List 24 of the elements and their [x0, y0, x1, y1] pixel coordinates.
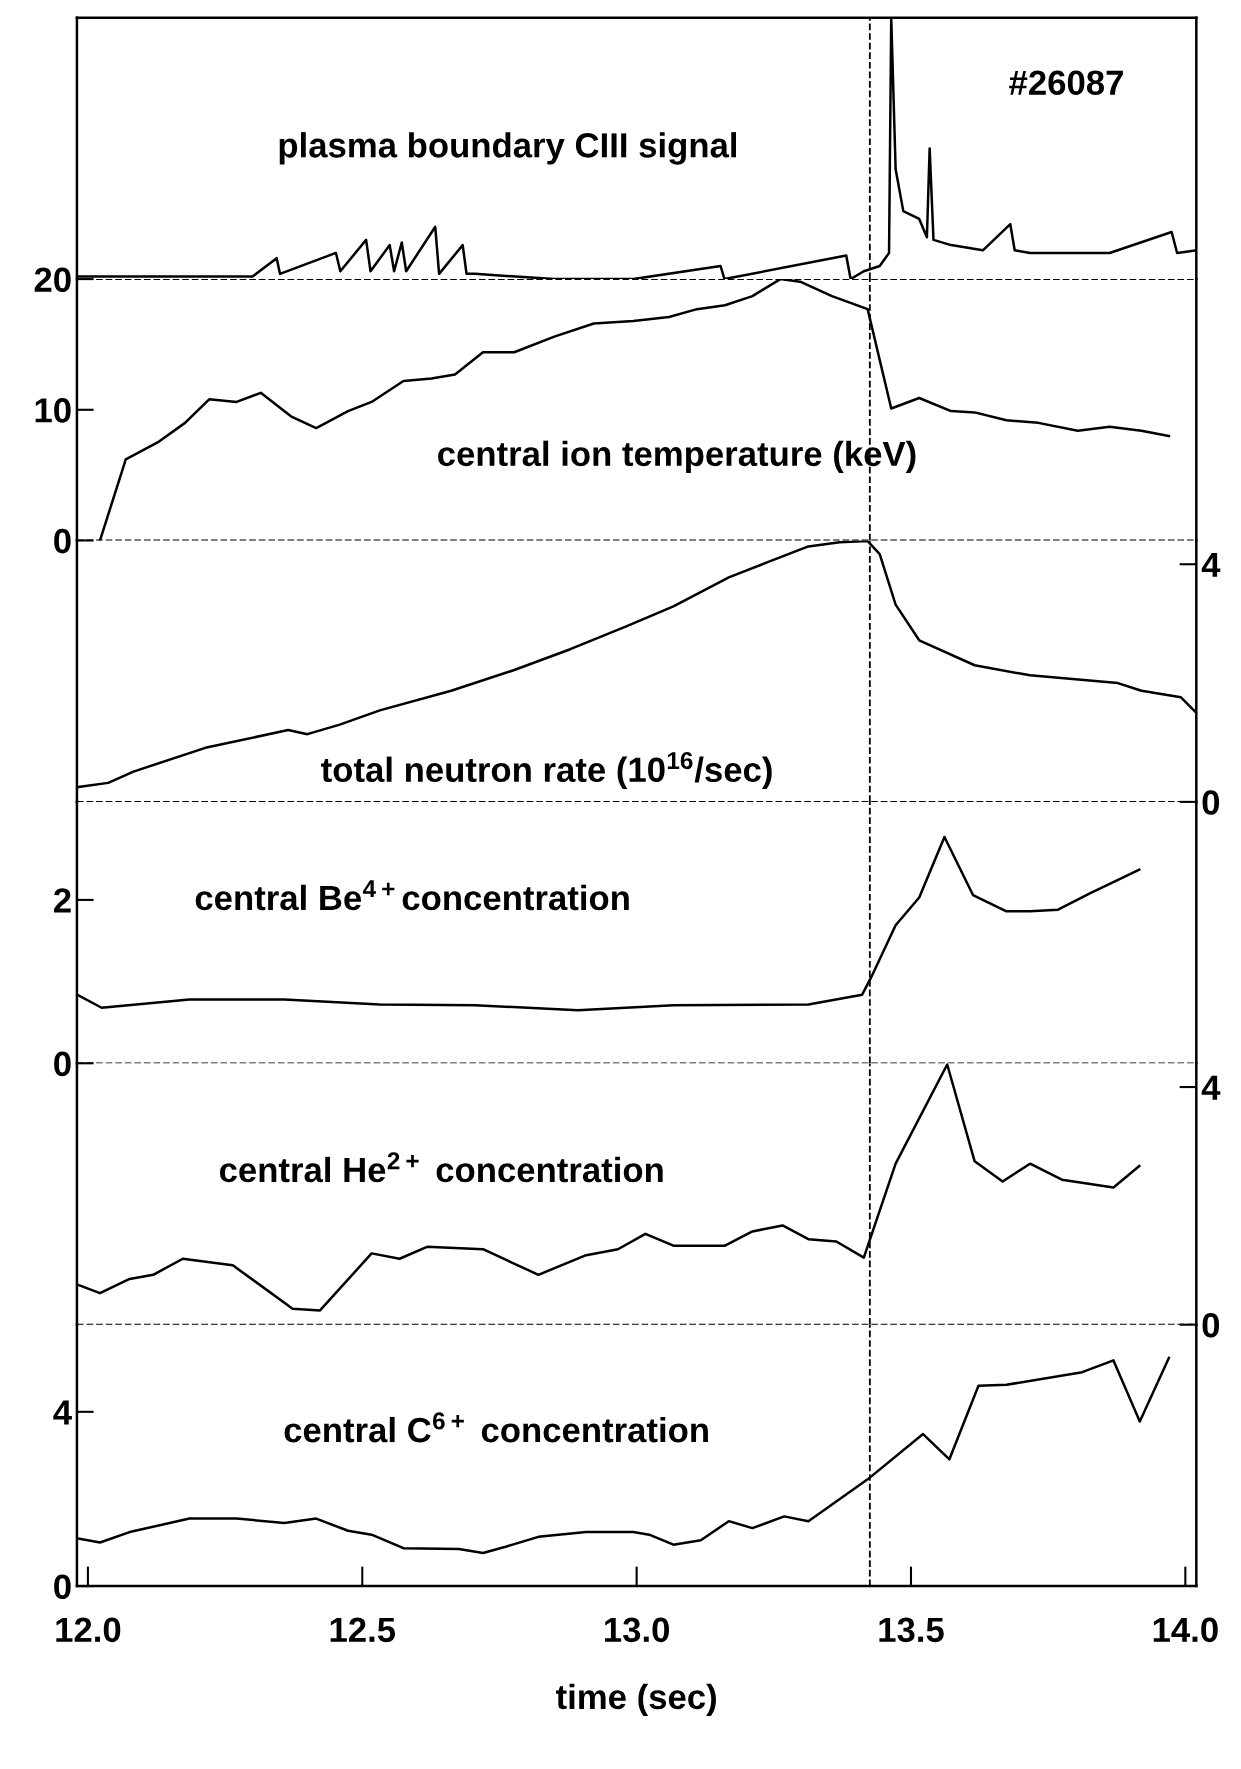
x-tick-label: 12.5 [330, 1617, 396, 1643]
y2-tick-label: 4 [1201, 1075, 1221, 1100]
annotation: central C$^{6+}$ concentration [284, 1412, 708, 1443]
x-tick-label: 14.0 [1153, 1617, 1218, 1643]
annotation: central He$^{2+}$ concentration [219, 1152, 663, 1183]
annotation: central ion temperature (keV) [438, 440, 916, 474]
y2-tick-label: 4 [1201, 552, 1221, 577]
x-tick-label: 13.0 [605, 1617, 669, 1643]
y-tick-label: 10 [35, 398, 71, 423]
y-tick-label: 0 [54, 1574, 71, 1600]
annotation: #26087 [1009, 70, 1123, 95]
annotation: central Be$^{4+}$concentration [195, 880, 629, 911]
annotation: plasma boundary CIII signal [279, 132, 737, 165]
x-tick-label: 12.0 [56, 1617, 121, 1643]
y-tick-label: 0 [54, 528, 71, 554]
annotation: total neutron rate (10$^{16}$/sec) [321, 751, 772, 789]
y-tick-label: 4 [53, 1400, 72, 1425]
y-tick-label: 2 [53, 888, 71, 913]
x-axis-title: time (sec) [556, 1683, 716, 1717]
y2-tick-label: 0 [1202, 1313, 1220, 1338]
y-tick-label: 20 [34, 267, 71, 293]
y-tick-label: 0 [54, 1051, 71, 1077]
x-tick-label: 13.5 [879, 1617, 944, 1643]
y2-tick-label: 0 [1202, 790, 1220, 815]
